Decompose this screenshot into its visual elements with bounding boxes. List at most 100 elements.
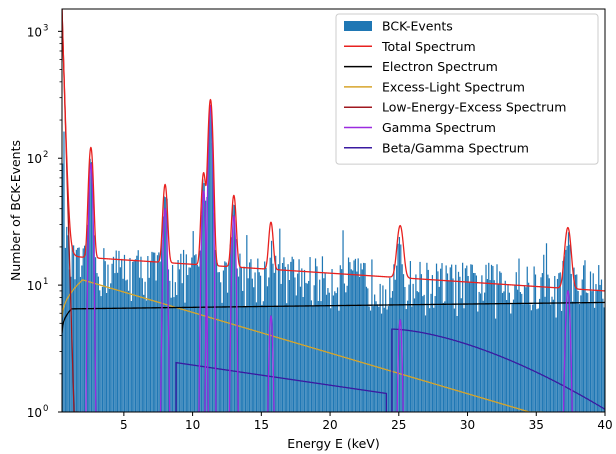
legend-entry-label: Gamma Spectrum (382, 120, 496, 135)
histogram-bar (89, 158, 91, 412)
histogram-bar (138, 277, 141, 412)
histogram-bar (422, 296, 424, 412)
histogram-bar (347, 257, 350, 412)
histogram-bar (481, 275, 483, 412)
histogram-bar (248, 262, 251, 412)
histogram-bar (424, 315, 427, 412)
histogram-bar (397, 243, 399, 412)
y-tick-label: 10 (27, 279, 42, 293)
histogram-bar (320, 301, 322, 412)
legend-entry-label: BCK-Events (382, 19, 453, 34)
histogram-bar (453, 308, 455, 412)
histogram-bar (103, 248, 105, 412)
histogram-bar (81, 265, 83, 412)
histogram-bar (192, 231, 194, 412)
histogram-bar (583, 265, 585, 412)
histogram-bar (137, 250, 139, 412)
histogram-bar (207, 143, 209, 412)
histogram-bar (407, 300, 409, 412)
x-tick-label: 25 (391, 418, 406, 432)
histogram-bar (369, 310, 372, 412)
histogram-bar (547, 274, 549, 412)
histogram-bar (225, 262, 227, 412)
histogram-bar (379, 283, 381, 412)
histogram-bar (228, 262, 230, 412)
histogram-bar (431, 275, 434, 412)
histogram-bar (182, 249, 185, 412)
plot-frame (61, 8, 606, 413)
histogram-bar (552, 299, 554, 412)
histogram-bar (525, 287, 527, 412)
histogram-bar (116, 272, 119, 412)
histogram-bar (466, 265, 468, 412)
histogram-bar (416, 291, 418, 412)
histogram-bar (567, 232, 570, 412)
histogram-bar (521, 293, 523, 412)
histogram-bar (375, 301, 377, 412)
histogram-bar (202, 179, 204, 412)
histogram-bar (147, 256, 149, 412)
histogram-bar (215, 260, 218, 412)
histogram-bar (533, 266, 535, 412)
histogram-bar (88, 192, 90, 412)
histogram-bar (510, 313, 512, 412)
histogram-bar (543, 254, 545, 412)
histogram-bar (389, 277, 391, 412)
histogram-bar (114, 273, 116, 412)
histogram-bar (224, 261, 226, 412)
histogram-bar (218, 272, 220, 412)
histogram-bar (496, 264, 498, 412)
x-tick-label: 15 (254, 418, 269, 432)
histogram-bar (475, 275, 477, 412)
histogram-bar (352, 270, 354, 412)
histogram-bar (587, 293, 589, 412)
histogram-bar (112, 256, 115, 412)
histogram-bar (244, 307, 247, 412)
histogram-bar (479, 293, 482, 412)
histogram-bar (363, 262, 365, 412)
histogram-bar (500, 272, 502, 412)
histogram-bar (255, 302, 258, 412)
histogram-bar (155, 280, 157, 412)
histogram-bar (73, 245, 75, 412)
histogram-bar (426, 262, 428, 412)
histogram-bar (221, 302, 223, 412)
histogram-bar (187, 275, 189, 412)
histogram-bar (79, 276, 82, 412)
histogram-bar (126, 279, 128, 412)
histogram-bar (459, 276, 461, 412)
histogram-bar (489, 280, 491, 412)
histogram-bar (419, 261, 421, 412)
histogram-bar (482, 300, 484, 412)
histogram-bar (78, 247, 80, 412)
histogram-bar (437, 271, 439, 412)
histogram-bar (243, 266, 245, 412)
histogram-bar (402, 274, 405, 412)
histogram-bar (246, 235, 248, 412)
histogram-bar (519, 292, 521, 412)
histogram-bar (532, 304, 534, 412)
y-tick-exponent: 0 (43, 404, 48, 414)
histogram-bar (540, 277, 542, 412)
histogram-bar (576, 274, 578, 412)
histogram-bar (504, 280, 506, 412)
histogram-bar (191, 257, 193, 412)
histogram-bar (294, 277, 296, 412)
x-tick-label: 40 (597, 418, 612, 432)
y-tick-exponent: 2 (43, 150, 48, 160)
histogram-bar (364, 263, 366, 412)
histogram-bar (380, 313, 383, 412)
histogram-bar (415, 274, 417, 412)
histogram-bar (169, 280, 171, 412)
histogram-bar (537, 308, 539, 412)
legend-entry-label: Total Spectrum (381, 39, 476, 54)
histogram-bar (507, 284, 509, 412)
histogram-bar (96, 273, 98, 412)
histogram-bar (107, 264, 109, 412)
histogram-bar (545, 243, 548, 412)
histogram-bar (477, 311, 479, 412)
histogram-bar (151, 251, 153, 412)
histogram-bar (275, 255, 277, 412)
histogram-bar (341, 269, 343, 412)
